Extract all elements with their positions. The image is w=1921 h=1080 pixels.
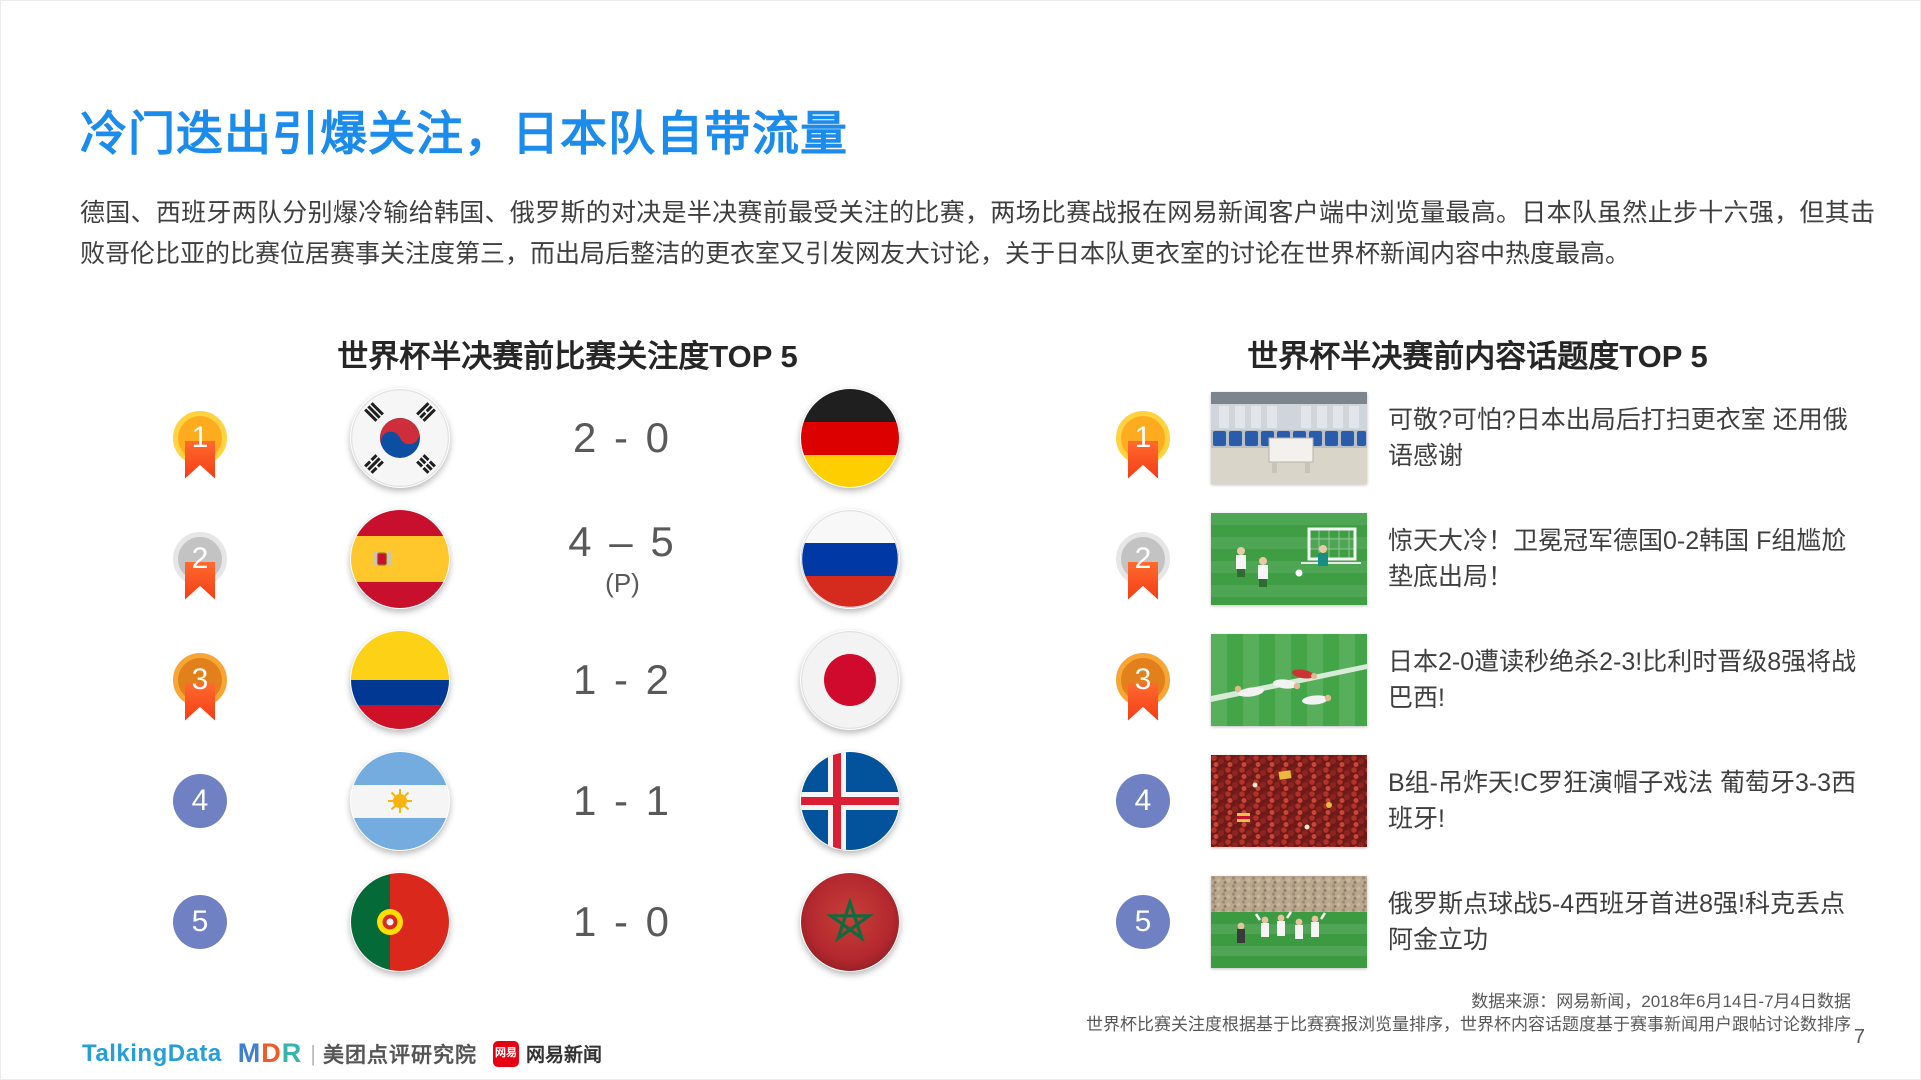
flag-morocco-icon — [800, 872, 900, 972]
goal-match-photo — [1211, 512, 1367, 605]
flag-portugal-icon — [350, 872, 450, 972]
topic-headline: 可敬?可怕?日本出局后打扫更衣室 还用俄语感谢 — [1388, 405, 1848, 470]
rank-number: 5 — [1134, 904, 1152, 938]
talkingdata-logo: TalkingData — [82, 1039, 222, 1067]
rank-3-medal-icon: 3 — [173, 652, 227, 721]
page-title: 冷门迭出引爆关注，日本队自带流量 — [80, 107, 848, 161]
match-score: 4 – 5 (P) — [568, 518, 677, 598]
match-panel-header: 世界杯半决赛前比赛关注度TOP 5 — [337, 338, 798, 374]
rank-number: 2 — [1134, 541, 1152, 575]
match-score: 1 - 1 — [572, 776, 673, 824]
netease-news-label: 网易新闻 — [525, 1045, 602, 1066]
topic-headline: 俄罗斯点球战5-4西班牙首进8强!科克丢点阿金立功 — [1388, 889, 1845, 954]
topic-panel-header: 世界杯半决赛前内容话题度TOP 5 — [1247, 338, 1708, 374]
rank-number: 3 — [191, 662, 209, 696]
penalty-note: (P) — [605, 568, 640, 598]
meituan-research-label: 美团点评研究院 — [322, 1043, 477, 1067]
netease-news-logo: 网易 网易新闻 — [492, 1040, 602, 1067]
rank-5-badge: 5 — [1116, 894, 1170, 949]
rank-3-medal-icon: 3 — [1116, 652, 1170, 721]
rank-number: 4 — [191, 783, 209, 817]
rank-number: 1 — [1134, 420, 1152, 454]
summary-paragraph: 德国、西班牙两队分别爆冷输给韩国、俄罗斯的对决是半决赛前最受关注的比赛，两场比赛… — [80, 199, 1875, 268]
mdr-meituan-logo: M D R | 美团点评研究院 — [237, 1038, 477, 1068]
flag-argentina-icon — [350, 751, 450, 851]
rank-number: 1 — [191, 420, 209, 454]
netease-badge-icon: 网易 — [492, 1040, 519, 1067]
page-number: 7 — [1853, 1026, 1865, 1048]
flag-south-korea-icon — [350, 388, 450, 488]
rank-1-medal-icon: 1 — [1116, 410, 1170, 479]
rank-number: 3 — [1134, 662, 1152, 696]
flag-germany-icon — [800, 388, 900, 488]
rank-4-badge: 4 — [1116, 773, 1170, 828]
footer-logos: TalkingData M D R | 美团点评研究院 网易 网易新闻 — [82, 1038, 602, 1069]
rank-5-badge: 5 — [173, 894, 227, 949]
match-score: 1 - 0 — [572, 897, 673, 945]
topic-headline: 日本2-0遭读秒绝杀2-3!比利时晋级8强将战巴西! — [1388, 647, 1857, 712]
rank-2-medal-icon: 2 — [173, 531, 227, 600]
flag-iceland-icon — [800, 751, 900, 851]
rank-number: 5 — [191, 904, 209, 938]
flag-russia-icon — [800, 509, 900, 609]
topic-top5-list: 1 — [1080, 377, 1872, 982]
rank-4-badge: 4 — [173, 773, 227, 828]
flag-colombia-icon — [350, 630, 450, 730]
rank-number: 4 — [1134, 783, 1152, 817]
rank-1-medal-icon: 1 — [173, 410, 227, 479]
celebration-photo — [1211, 875, 1367, 968]
players-lying-photo — [1211, 633, 1367, 726]
source-line-2: 世界杯比赛关注度根据基于比赛赛报浏览量排序，世界杯内容话题度基于赛事新闻用户跟帖… — [1086, 1015, 1851, 1034]
match-score: 1 - 2 — [572, 655, 673, 703]
topic-headline: 惊天大冷！卫冕冠军德国0-2韩国 F组尴尬垫底出局！ — [1388, 526, 1847, 591]
topic-headline: B组-吊炸天!C罗狂演帽子戏法 葡萄牙3-3西班牙! — [1388, 768, 1857, 833]
match-top5-list: 1 — [140, 377, 995, 982]
rank-2-medal-icon: 2 — [1116, 531, 1170, 600]
rank-number: 2 — [191, 541, 209, 575]
red-fans-photo — [1211, 754, 1367, 847]
source-line-1: 数据来源：网易新闻，2018年6月14日-7月4日数据 — [1471, 992, 1851, 1011]
match-score: 2 - 0 — [572, 413, 673, 461]
logo-divider: | — [310, 1040, 317, 1066]
data-source-note: 数据来源：网易新闻，2018年6月14日-7月4日数据 世界杯比赛关注度根据基于… — [1086, 990, 1851, 1036]
flag-spain-icon — [350, 509, 450, 609]
locker-room-photo — [1211, 391, 1367, 484]
flag-japan-icon — [800, 630, 900, 730]
